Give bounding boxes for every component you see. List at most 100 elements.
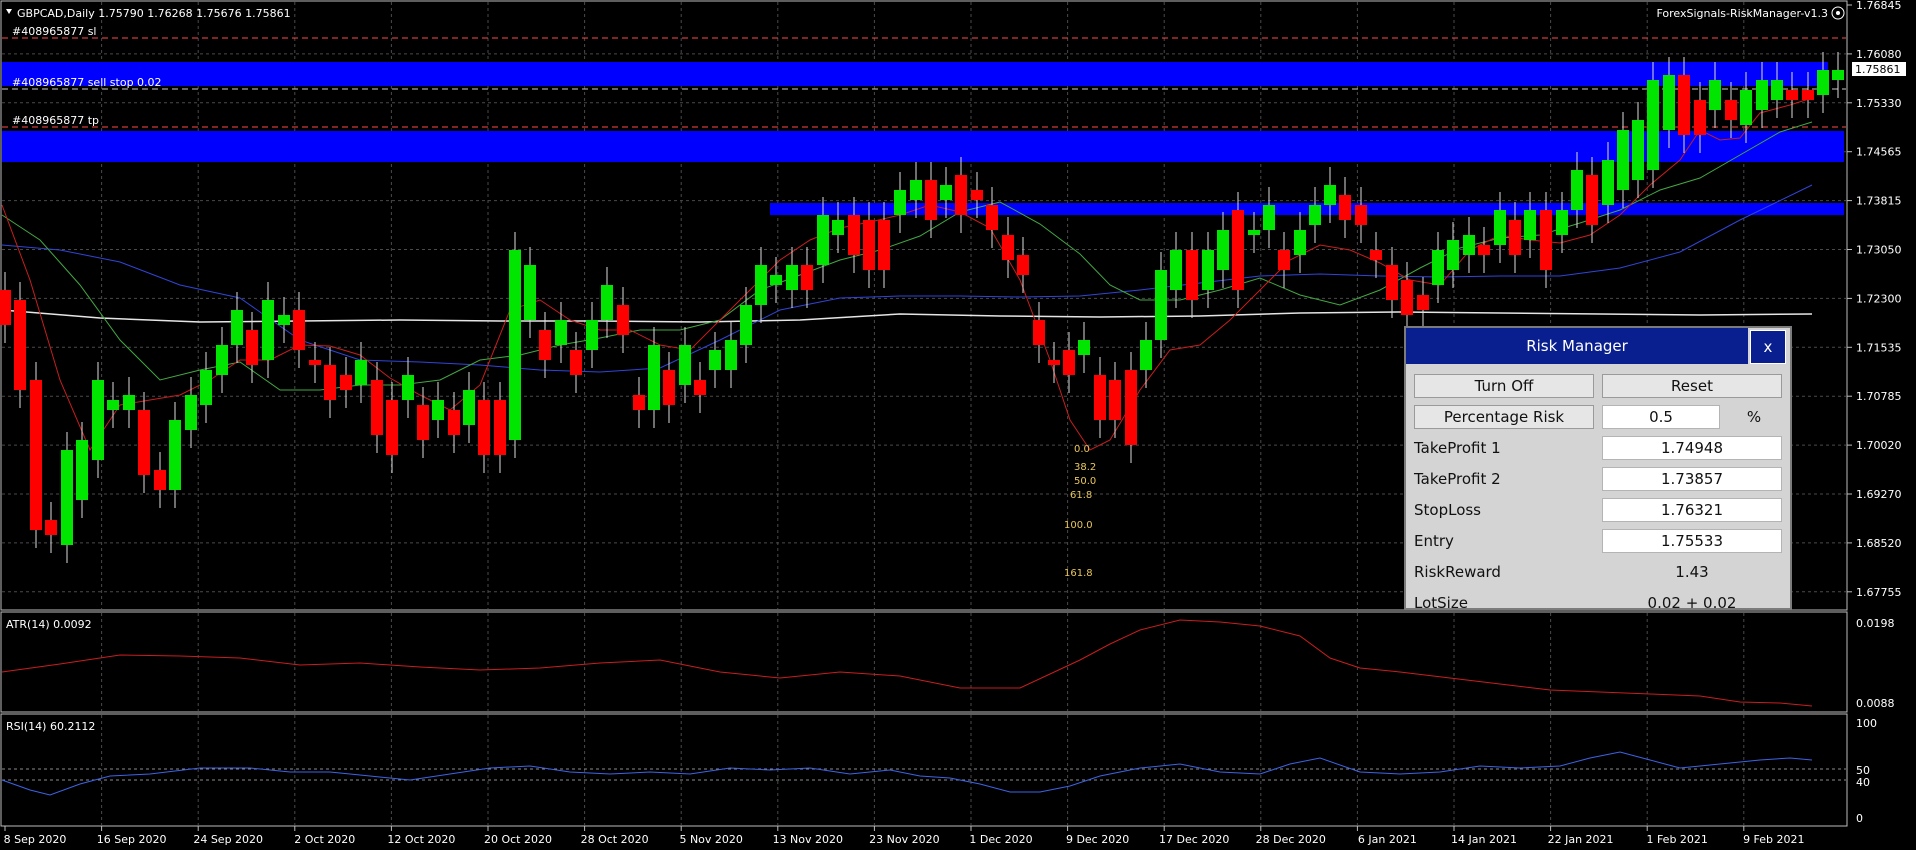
turn-off-button[interactable]: Turn Off: [1414, 374, 1594, 398]
candle-body: [633, 395, 645, 410]
entry-input[interactable]: [1602, 529, 1782, 553]
candle-body: [478, 400, 490, 455]
candle-body: [1309, 205, 1321, 225]
time-label: 13 Nov 2020: [773, 833, 843, 846]
candle-body: [586, 320, 598, 350]
time-label: 9 Feb 2021: [1743, 833, 1804, 846]
risk-manager-close-button[interactable]: x: [1750, 330, 1786, 364]
candle-body: [1186, 250, 1198, 300]
candle-body: [107, 400, 119, 410]
candle-body: [940, 185, 952, 200]
candle-body: [1063, 350, 1075, 375]
candle-body: [1217, 230, 1229, 270]
lot-size-value: 0.02 + 0.02: [1647, 594, 1737, 610]
take-profit-1-label: TakeProfit 1: [1414, 439, 1501, 457]
percentage-risk-input[interactable]: [1602, 405, 1720, 429]
price-label: 1.72300: [1856, 292, 1902, 305]
time-label: 16 Sep 2020: [97, 833, 167, 846]
stop-loss-input[interactable]: [1602, 498, 1782, 522]
candle-body: [709, 350, 721, 370]
candle-body: [1278, 250, 1290, 270]
entry-label: Entry: [1414, 532, 1454, 550]
candle-body: [955, 175, 967, 215]
risk-manager-title: Risk Manager: [1406, 328, 1748, 364]
fib-label-0: 0.0: [1074, 444, 1090, 455]
indicator-name: ForexSignals-RiskManager-v1.3: [1656, 7, 1828, 20]
time-label: 9 Dec 2020: [1066, 833, 1129, 846]
candle-body: [663, 370, 675, 405]
time-axis: 8 Sep 2020 16 Sep 2020 24 Sep 2020 2 Oct 20…: [4, 826, 1805, 846]
candle-body: [1355, 205, 1367, 225]
candle-body: [76, 440, 88, 500]
rsi-axis-0: 0: [1856, 812, 1863, 825]
candle-body: [61, 450, 73, 545]
candle-body: [216, 345, 228, 375]
candle-body: [1602, 160, 1614, 205]
candle-body: [355, 360, 367, 385]
candle-body: [1170, 250, 1182, 290]
candle-body: [1725, 100, 1737, 120]
candle-body: [910, 180, 922, 200]
candle-body: [92, 380, 104, 460]
menu-triangle-icon[interactable]: [6, 9, 12, 14]
candle-body: [1002, 235, 1014, 260]
candle-body: [1586, 175, 1598, 225]
settings-circle-icon[interactable]: [1831, 6, 1845, 20]
candle-body: [1232, 210, 1244, 290]
fibonacci-levels: 0.0 38.2 50.0 61.8 100.0 161.8: [1064, 444, 1096, 579]
candle-body: [971, 190, 983, 200]
risk-reward-value: 1.43: [1675, 563, 1709, 581]
time-label: 8 Sep 2020: [4, 833, 67, 846]
entry-zone: [2, 62, 1828, 86]
candle-body: [417, 405, 429, 440]
candle-body: [1048, 360, 1060, 365]
atr-line: [1, 619, 1813, 707]
zones: [2, 62, 1844, 215]
rsi-panel-frame: [0, 713, 1848, 827]
candle-body: [863, 220, 875, 270]
candle-body: [524, 265, 536, 320]
sl-line-label: #408965877 sl: [12, 25, 97, 38]
candle-body: [1109, 380, 1121, 420]
time-label: 14 Jan 2021: [1451, 833, 1517, 846]
reset-button[interactable]: Reset: [1602, 374, 1782, 398]
candle-body: [648, 345, 660, 410]
candle-body: [817, 215, 829, 265]
risk-reward-label: RiskReward: [1414, 563, 1501, 581]
candle-body: [694, 380, 706, 395]
candle-body: [1509, 220, 1521, 255]
time-label: 28 Dec 2020: [1256, 833, 1326, 846]
candle-body: [200, 370, 212, 405]
percentage-risk-button[interactable]: Percentage Risk: [1414, 405, 1594, 429]
candle-body: [1447, 240, 1459, 270]
candle-body: [494, 400, 506, 455]
rsi-axis-50: 50: [1856, 764, 1870, 777]
candle-body: [1094, 375, 1106, 420]
candle-body: [1263, 205, 1275, 230]
time-label: 23 Nov 2020: [869, 833, 939, 846]
rsi-axis-40: 40: [1856, 776, 1870, 789]
candle-body: [1524, 210, 1536, 240]
fib-label-382: 38.2: [1074, 462, 1096, 473]
candle-body: [0, 290, 11, 325]
atr-panel-frame: [0, 611, 1848, 713]
candle-body: [878, 220, 890, 270]
candle-body: [1033, 320, 1045, 345]
candle-body: [1694, 100, 1706, 135]
price-label: 1.71535: [1856, 341, 1902, 354]
take-profit-2-input[interactable]: [1602, 467, 1782, 491]
lot-size-label: LotSize: [1414, 594, 1468, 610]
time-label: 2 Oct 2020: [294, 833, 355, 846]
candle-body: [14, 300, 26, 390]
take-profit-1-input[interactable]: [1602, 436, 1782, 460]
tp-line-label: #408965877 tp: [12, 114, 99, 127]
candle-body: [324, 365, 336, 400]
candle-body: [509, 250, 521, 440]
candle-body: [448, 410, 460, 435]
candle-body: [1678, 75, 1690, 135]
candle-body: [1294, 230, 1306, 255]
risk-manager-panel: Risk Manager x Turn Off Reset Percentage…: [1404, 326, 1792, 610]
candle-body: [1617, 130, 1629, 190]
candle-body: [371, 380, 383, 435]
